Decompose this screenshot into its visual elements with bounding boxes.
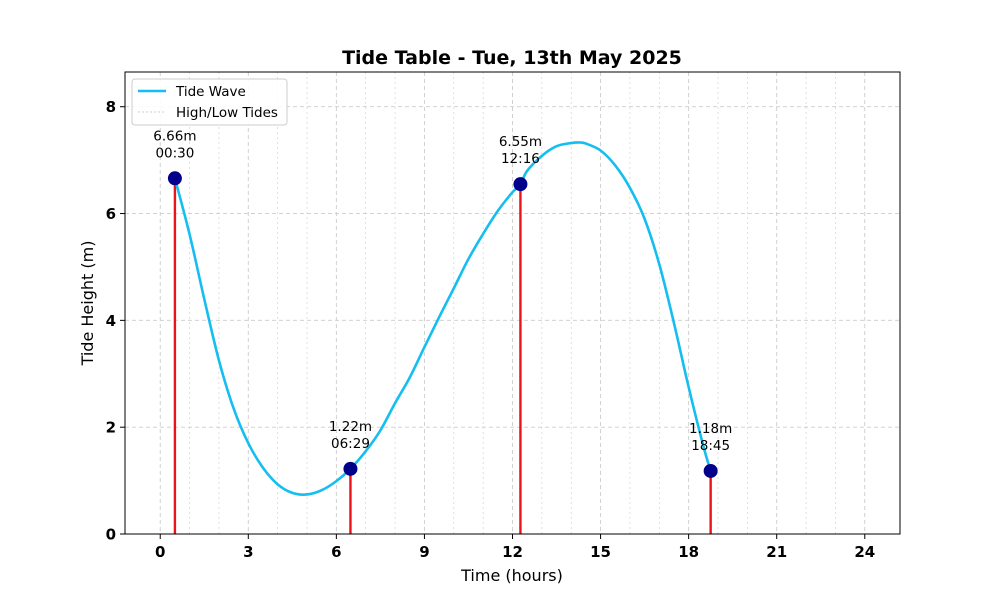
y-tick-label: 8: [106, 98, 116, 116]
tide-annotations: 6.66m 00:30 1.22m 06:29 6.55m 12:16 1.18m 18:45: [153, 128, 732, 454]
legend-label-tide-wave: Tide Wave: [175, 84, 246, 100]
tide-annotation: 6.55m 12:16: [499, 134, 542, 167]
x-tick-label: 3: [243, 543, 253, 561]
y-axis-label: Tide Height (m): [78, 241, 97, 367]
tide-annotation: 6.66m 00:30: [153, 128, 196, 161]
x-axis-label: Time (hours): [460, 566, 563, 585]
legend-label-high-low-tides: High/Low Tides: [176, 105, 278, 121]
tide-marker: [167, 171, 182, 186]
tide-marker: [703, 463, 718, 478]
y-tick-label: 2: [106, 419, 116, 437]
tide-wave-line: [173, 141, 712, 496]
x-tick-label: 15: [590, 543, 611, 561]
tide-stems: [173, 178, 712, 534]
x-tick-label: 21: [766, 543, 787, 561]
x-tick-label: 6: [331, 543, 341, 561]
x-tick-label: 18: [678, 543, 699, 561]
y-tick-label: 6: [106, 205, 116, 223]
legend-box: [131, 78, 288, 126]
tide-marker: [343, 461, 358, 476]
x-tick-label: 24: [854, 543, 875, 561]
y-tick-label: 0: [106, 526, 116, 544]
x-tick-label: 12: [502, 543, 523, 561]
tide-annotation: 1.18m 18:45: [689, 421, 732, 454]
chart-title: Tide Table - Tue, 13th May 2025: [342, 47, 682, 69]
legend: Tide Wave High/Low Tides: [131, 78, 288, 126]
tide-wave: [173, 141, 712, 496]
tide-markers: [167, 171, 718, 478]
tide-annotation: 1.22m 06:29: [329, 419, 372, 452]
x-tick-label: 9: [419, 543, 429, 561]
x-tick-label: 0: [155, 543, 165, 561]
tide-marker: [513, 177, 528, 192]
y-tick-label: 4: [106, 312, 116, 330]
